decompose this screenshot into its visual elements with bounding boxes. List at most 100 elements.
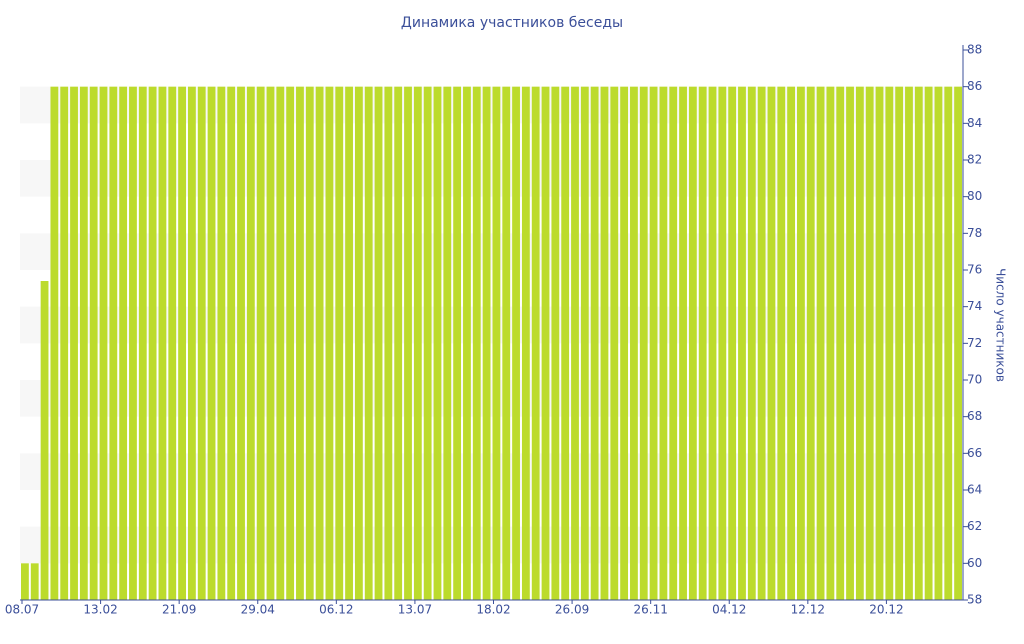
x-tick-label: 21.09 (162, 603, 196, 617)
chart-title: Динамика участников беседы (401, 15, 623, 31)
grid-band (20, 526, 963, 564)
y-tick-label: 88 (967, 43, 982, 57)
y-axis-title: Число участников (994, 268, 1008, 382)
bar (875, 86, 884, 600)
bar (659, 86, 668, 600)
bar (482, 86, 491, 600)
bar (551, 86, 560, 600)
bar (816, 86, 825, 600)
bar (688, 86, 697, 600)
x-tick-label: 13.07 (398, 603, 432, 617)
bar (698, 86, 707, 600)
bar (109, 86, 118, 600)
bar (895, 86, 904, 600)
bar (492, 86, 501, 600)
bar (787, 86, 796, 600)
bar (924, 86, 933, 600)
bar (315, 86, 324, 600)
bar (718, 86, 727, 600)
bar (443, 86, 452, 600)
grid-band (20, 453, 963, 490)
bar (325, 86, 334, 600)
y-tick-label: 66 (967, 446, 982, 460)
bar (158, 86, 167, 600)
bar (472, 86, 481, 600)
bar (168, 86, 177, 600)
bar (620, 86, 629, 600)
bar (354, 86, 363, 600)
bar (276, 86, 285, 600)
y-tick-label: 86 (967, 79, 982, 93)
bar (610, 86, 619, 600)
bar (846, 86, 854, 600)
bar (502, 86, 511, 600)
grid-band (20, 306, 963, 344)
bar (89, 86, 98, 600)
bar (129, 86, 137, 600)
bar (885, 86, 894, 600)
x-tick-label: 08.07 (5, 603, 39, 617)
bar (512, 86, 520, 600)
bar (826, 86, 835, 600)
x-tick-label: 13.02 (83, 603, 117, 617)
x-tick-label: 04.12 (712, 603, 746, 617)
bar (580, 86, 589, 600)
bar (296, 86, 304, 600)
bar (70, 86, 78, 600)
bar (187, 86, 196, 600)
bar (374, 86, 383, 600)
y-tick-label: 68 (967, 409, 982, 423)
bar (463, 86, 471, 600)
bar (138, 86, 147, 600)
bar (227, 86, 236, 600)
bar (600, 86, 609, 600)
bar (630, 86, 638, 600)
y-tick-label: 84 (967, 116, 982, 130)
bar (738, 86, 746, 600)
bar (757, 86, 766, 600)
grid-band (20, 86, 963, 124)
bar (335, 86, 344, 600)
bar (79, 86, 88, 600)
bar (806, 86, 815, 600)
y-tick-label: 76 (967, 263, 982, 277)
bar (256, 86, 265, 600)
bar (50, 86, 59, 600)
x-tick-label: 18.02 (476, 603, 510, 617)
y-tick-label: 62 (967, 519, 982, 533)
bar (413, 86, 422, 600)
bar (905, 86, 913, 600)
bar (404, 86, 412, 600)
x-tick-label: 26.11 (633, 603, 667, 617)
bar (217, 86, 226, 600)
bar (836, 86, 845, 600)
grid-band (20, 380, 963, 417)
y-tick-label: 64 (967, 483, 982, 497)
bar (364, 86, 373, 600)
bar (571, 86, 579, 600)
bar (237, 86, 245, 600)
bar (178, 86, 186, 600)
bar (197, 86, 206, 600)
bar (30, 563, 39, 600)
y-tick-label: 74 (967, 299, 982, 313)
bar (453, 86, 462, 600)
bar (521, 86, 530, 600)
bar (384, 86, 393, 600)
bar (954, 86, 962, 600)
y-tick-label: 78 (967, 226, 982, 240)
bar (99, 86, 108, 600)
bar (708, 86, 717, 600)
bar (345, 86, 353, 600)
bar (649, 86, 658, 600)
x-tick-label: 26.09 (555, 603, 589, 617)
bar (639, 86, 648, 600)
bar (21, 563, 29, 600)
bar (433, 86, 442, 600)
y-tick-label: 70 (967, 373, 982, 387)
y-tick-label: 80 (967, 189, 982, 203)
bar (246, 86, 255, 600)
bar (119, 86, 128, 600)
bar (541, 86, 550, 600)
y-tick-label: 72 (967, 336, 982, 350)
